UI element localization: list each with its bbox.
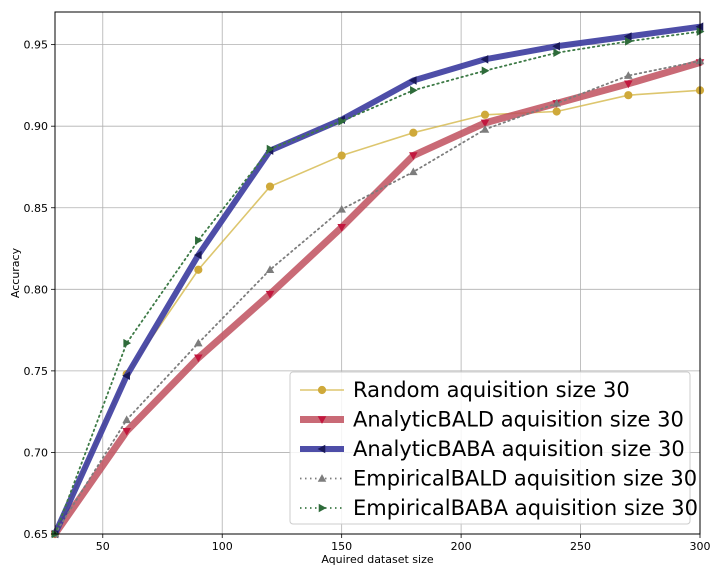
y-tick-label: 0.95: [24, 39, 49, 52]
data-point: [409, 128, 418, 137]
data-point: [194, 354, 203, 363]
series-3: [50, 56, 705, 538]
data-point: [481, 66, 490, 76]
data-point: [265, 290, 275, 299]
legend-label: AnalyticBABA aquisition size 30: [353, 437, 685, 461]
legend-box: [289, 371, 691, 525]
data-point: [624, 80, 633, 89]
legend-marker: [318, 503, 327, 513]
y-tick-label: 0.70: [24, 446, 49, 459]
legend-label: AnalyticBALD aquisition size 30: [353, 408, 684, 432]
y-tick-label: 0.90: [24, 120, 49, 133]
y-tick-label: 0.80: [24, 283, 49, 296]
data-point: [480, 125, 490, 133]
grid: [55, 12, 701, 535]
series-line: [54, 30, 701, 535]
data-point: [123, 338, 132, 348]
x-axis-title: Aquired dataset size: [321, 553, 434, 566]
legend-label: EmpiricalBABA aquisition size 30: [353, 496, 698, 520]
y-tick-label: 0.75: [24, 365, 49, 378]
data-point: [625, 37, 633, 46]
ticks: 50 100 150 200 250 300 0.65 0.70 0.75 0.80 0.85 0.9…: [24, 39, 711, 553]
y-axis-title: Accuracy: [9, 247, 22, 298]
data-point: [194, 265, 203, 274]
data-point: [552, 41, 560, 51]
data-point: [624, 91, 633, 100]
legend-marker: [317, 416, 327, 424]
legend-marker: [317, 444, 326, 454]
x-tick-label: 50: [96, 540, 110, 553]
legend: Random aquisition size 30 AnalyticBALD aq…: [289, 371, 698, 525]
x-tick-label: 250: [570, 540, 591, 553]
series-layer: [50, 22, 705, 539]
legend-label: EmpiricalBALD aquisition size 30: [353, 467, 697, 491]
data-point: [337, 204, 346, 213]
x-tick-label: 150: [331, 540, 352, 553]
data-point: [480, 110, 490, 119]
y-tick-label: 0.65: [24, 528, 49, 541]
data-point: [480, 119, 490, 128]
data-point: [122, 415, 131, 424]
plot-frame: [54, 11, 701, 535]
data-point: [553, 48, 562, 58]
legend-label: Random aquisition size 30: [353, 378, 630, 402]
data-point: [265, 265, 275, 274]
data-point: [122, 427, 131, 436]
legend-item: EmpiricalBABA aquisition size 30: [300, 496, 698, 520]
data-point: [624, 71, 633, 79]
data-point: [122, 371, 130, 381]
data-point: [337, 151, 346, 160]
legend-item: EmpiricalBALD aquisition size 30: [300, 467, 697, 491]
series-line: [52, 23, 703, 537]
data-point: [409, 152, 418, 160]
data-point: [552, 98, 561, 107]
data-point: [338, 117, 347, 126]
legend-marker: [317, 385, 327, 395]
data-point: [409, 167, 418, 176]
data-point: [623, 32, 632, 41]
data-point: [195, 236, 203, 245]
legend-item: AnalyticBABA aquisition size 30: [300, 437, 685, 461]
data-point: [410, 86, 418, 95]
legend-marker: [317, 474, 327, 482]
x-tick-label: 300: [690, 540, 711, 553]
legend-item: Random aquisition size 30: [300, 378, 630, 402]
data-point: [266, 144, 275, 154]
series-line: [54, 89, 701, 535]
x-tick-label: 100: [212, 540, 233, 553]
data-point: [194, 338, 203, 347]
data-point: [193, 250, 202, 260]
legend-item: AnalyticBALD aquisition size 30: [300, 408, 684, 432]
data-point: [337, 224, 346, 232]
series-line: [54, 60, 701, 535]
data-point: [480, 55, 489, 64]
data-point: [552, 107, 561, 116]
data-point: [265, 182, 275, 191]
y-tick-label: 0.85: [24, 202, 49, 215]
data-point: [408, 76, 417, 85]
x-tick-label: 200: [451, 540, 472, 553]
